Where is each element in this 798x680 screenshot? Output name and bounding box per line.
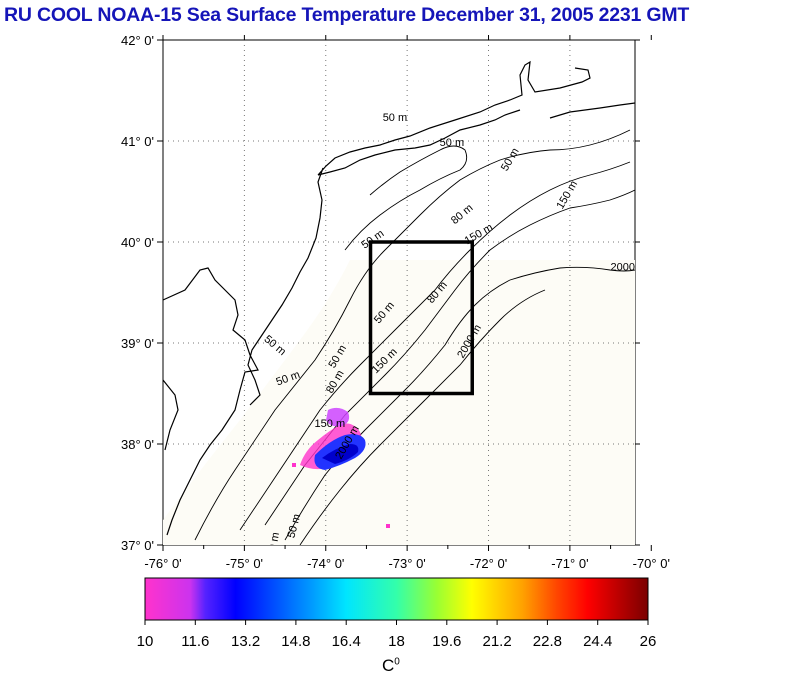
colorbar-tick-label: 22.8 [533,633,562,650]
sst-patch [292,407,390,528]
colorbar-tick-label: 19.6 [432,633,461,650]
lat-tick-label: 41° 0' [121,134,154,149]
axis-ticks: -76° 0' -75° 0' -74° 0' -73° 0' -72° 0' -71° … [121,33,670,571]
lon-tick-label: -71° 0' [551,556,588,571]
sst-pixel [386,524,390,528]
sst-violet-speck [326,407,350,427]
colorbar-tick-label: 13.2 [231,633,260,650]
lon-tick-label: -72° 0' [470,556,507,571]
lat-tick-label: 39° 0' [121,336,154,351]
colorbar-tick-label: 10 [137,633,154,650]
lat-tick-label: 40° 0' [121,235,154,250]
map-content: 50 m50 m50 m50 m50 m50 m50 m80 m80 m80 m… [163,40,635,557]
colorbar-tick-label: 26 [640,633,657,650]
lon-tick-label: -76° 0' [144,556,181,571]
colorbar-tick-label: 16.4 [332,633,361,650]
sst-pixel [292,463,296,467]
colorbar-tick-label: 11.6 [181,633,209,650]
colorbar-ticks: 10 11.6 13.2 14.8 16.4 18 19.6 21.2 22.8 24.4 26 [137,620,657,650]
contour-label: 80 m [266,531,282,557]
map-title: RU COOL NOAA-15 Sea Surface Temperature … [4,4,690,26]
colorbar-unit: C0 [382,656,400,675]
colorbar-tick-label: 24.4 [583,633,612,650]
contour-label: 2000 [611,261,635,273]
lon-tick-label: -70° 0' [633,556,670,571]
colorbar-tick-label: 14.8 [281,633,310,650]
isobath-shelf-break [299,289,546,545]
isobath-80m [239,161,631,531]
lon-tick-label: -75° 0' [226,556,263,571]
lon-tick-label: -74° 0' [307,556,344,571]
contour-label: 50 m [383,112,407,124]
contour-label: 50 m [440,137,464,149]
sst-deep-blue [322,444,359,464]
contour-label: 150 m [315,418,346,430]
lat-tick-label: 42° 0' [121,33,154,48]
colorbar-tick-label: 18 [388,633,405,650]
lat-tick-label: 37° 0' [121,538,154,553]
coastline [163,60,635,536]
lat-tick-label: 38° 0' [121,437,154,452]
study-area-box [368,240,474,396]
lon-tick-label: -73° 0' [388,556,425,571]
colorbar [144,577,649,621]
ocean-area [163,260,635,545]
isobath-50m-inner [344,145,468,251]
colorbar-tick-label: 21.2 [482,633,511,650]
